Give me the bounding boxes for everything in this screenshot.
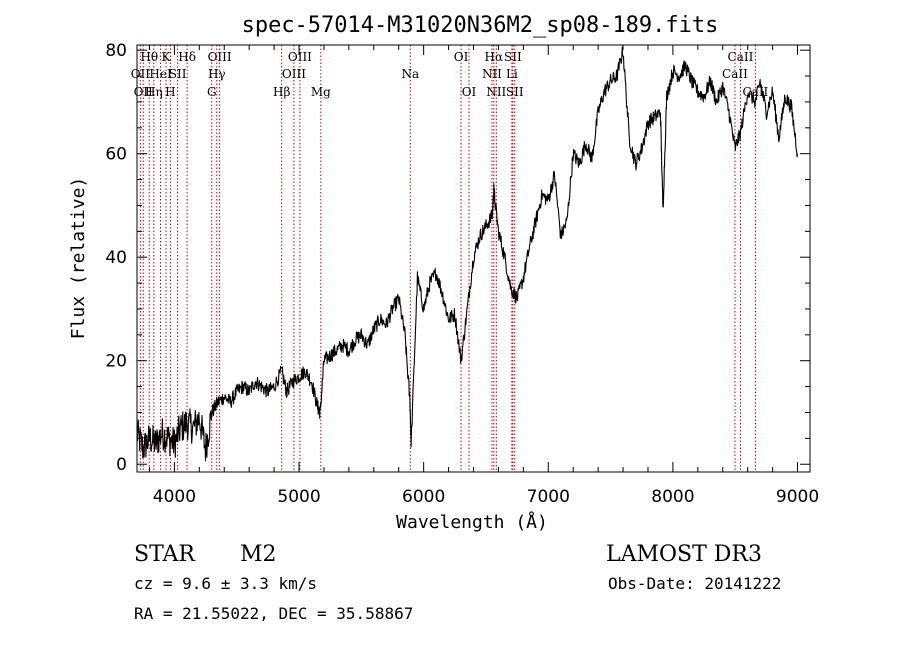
line-label-4: HeI: [149, 67, 172, 81]
line-label-16: Na: [401, 67, 419, 81]
y-tick-label: 40: [105, 248, 127, 268]
object-class: STAR: [134, 542, 196, 567]
line-label-25: CaII: [722, 67, 748, 81]
line-label-23: SII: [504, 50, 522, 64]
chart-title: spec-57014-M31020N36M2_sp08-189.fits: [242, 13, 719, 38]
x-tick-label: 5000: [277, 487, 320, 507]
y-tick-label: 0: [116, 455, 127, 475]
spectrum-series-line: [136, 46, 799, 462]
line-label-11: OIII: [208, 50, 232, 64]
x-tick-label: 8000: [651, 487, 694, 507]
survey-name: LAMOST DR3: [606, 542, 762, 567]
line-label-24: SII: [506, 85, 524, 99]
line-label-22: Li: [506, 67, 518, 81]
line-label-21: NII: [486, 85, 506, 99]
x-tick-label: 7000: [527, 487, 570, 507]
object-subclass: M2: [240, 542, 277, 567]
y-axis-ticks: 0 20 40 60 80: [105, 41, 810, 475]
y-tick-label: 20: [105, 352, 127, 372]
line-label-3: Hη: [145, 85, 163, 99]
line-label-8: Hδ: [178, 50, 196, 64]
line-label-1: OII: [134, 85, 154, 99]
line-label-2: Hθ: [140, 50, 158, 64]
line-label-10: Hγ: [208, 67, 226, 81]
line-label-0: OII: [131, 67, 151, 81]
line-label-19: NII: [482, 67, 502, 81]
spectral-line-markers: [139, 45, 756, 472]
x-tick-label: 4000: [153, 487, 196, 507]
obs-date: Obs-Date: 20141222: [608, 574, 781, 593]
line-label-9: G: [207, 85, 217, 99]
line-label-17: OI: [454, 50, 469, 64]
x-axis-ticks: 4000 5000 6000 7000 8000 9000: [148, 45, 819, 507]
x-axis-label: Wavelength (Å): [396, 511, 548, 533]
line-label-14: OIII: [288, 50, 312, 64]
spectral-line-labels: OII OII Hθ Hη HeI K H SII Hδ G Hγ OIII Hβ OIII OIII Mg N…: [131, 50, 769, 99]
x-tick-label: 9000: [776, 487, 819, 507]
y-axis-label: Flux (relative): [68, 177, 89, 340]
redshift-readout: cz = 9.6 ± 3.3 km/s: [134, 574, 317, 593]
y-tick-label: 80: [105, 41, 127, 61]
y-tick-label: 60: [105, 145, 127, 165]
coordinates: RA = 21.55022, DEC = 35.58867: [134, 604, 413, 623]
line-label-6: H: [165, 85, 175, 99]
line-label-12: Hβ: [273, 85, 290, 99]
line-label-26: CaII: [728, 50, 754, 64]
line-label-13: OIII: [282, 67, 306, 81]
line-label-5: K: [162, 50, 172, 64]
line-label-20: Hα: [485, 50, 504, 64]
line-label-15: Mg: [311, 85, 331, 99]
line-label-18: OI: [462, 85, 477, 99]
x-tick-label: 6000: [402, 487, 445, 507]
line-label-7: SII: [169, 67, 187, 81]
